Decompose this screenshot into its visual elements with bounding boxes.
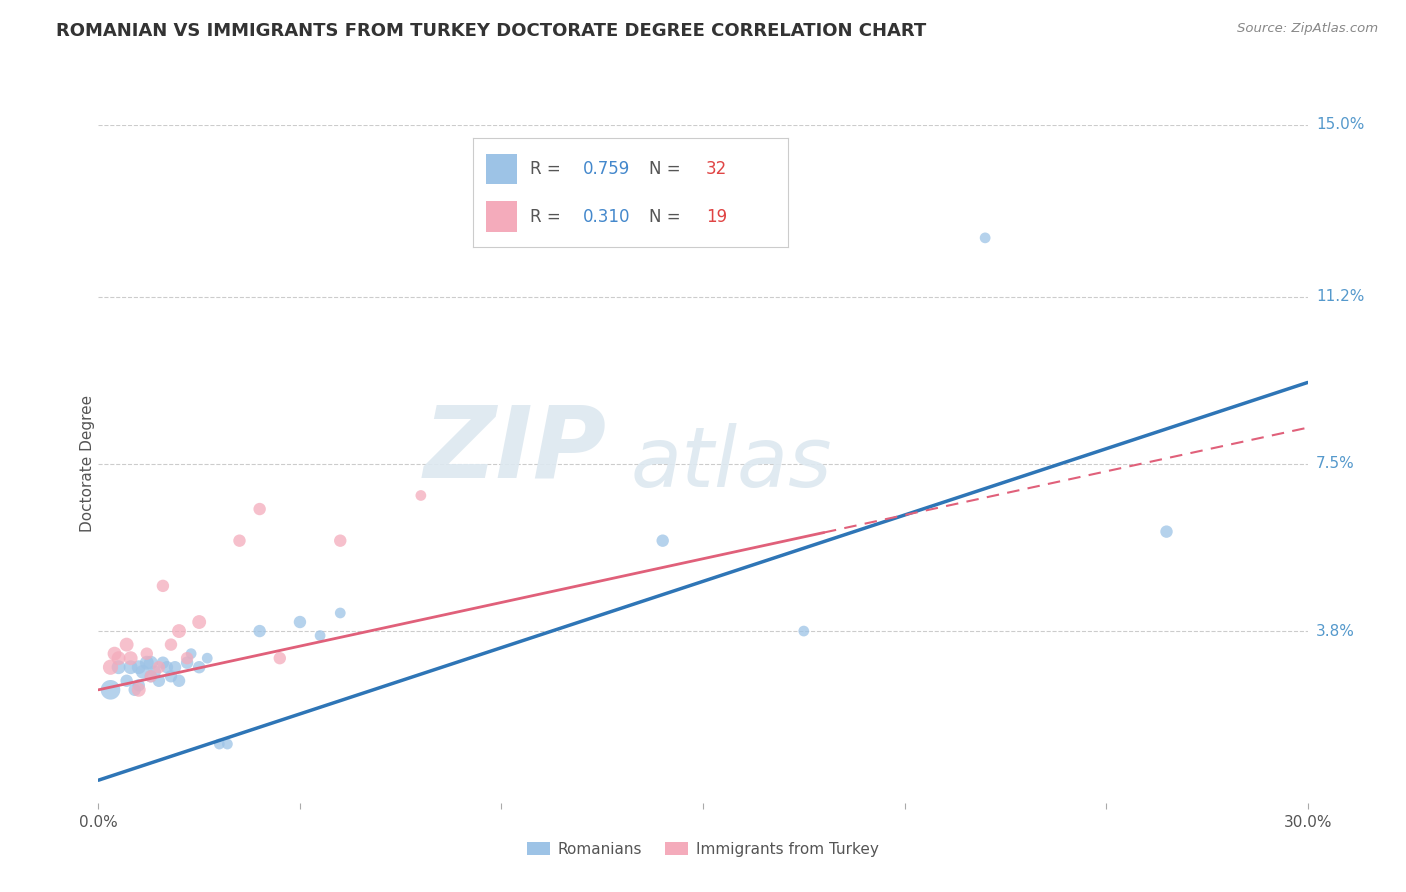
Point: [128, 660, 150, 674]
Point: [156, 660, 179, 674]
Point: [160, 669, 183, 683]
Point: [135, 647, 157, 661]
Text: 11.2%: 11.2%: [1316, 289, 1364, 304]
Point: [148, 660, 170, 674]
Point: [288, 615, 311, 629]
Point: [124, 682, 146, 697]
Point: [139, 656, 162, 670]
Point: [793, 624, 815, 638]
Point: [132, 665, 155, 679]
Y-axis label: Doctorate Degree: Doctorate Degree: [80, 395, 94, 533]
Point: [217, 737, 239, 751]
Text: 15.0%: 15.0%: [1316, 118, 1364, 132]
Point: [100, 660, 122, 674]
Text: Source: ZipAtlas.com: Source: ZipAtlas.com: [1237, 22, 1378, 36]
Point: [120, 660, 142, 674]
Point: [249, 624, 271, 638]
Point: [228, 533, 250, 548]
Text: ZIP: ZIP: [423, 401, 606, 499]
Point: [176, 656, 198, 670]
Point: [329, 533, 352, 548]
Point: [329, 606, 352, 620]
Text: ROMANIAN VS IMMIGRANTS FROM TURKEY DOCTORATE DEGREE CORRELATION CHART: ROMANIAN VS IMMIGRANTS FROM TURKEY DOCTO…: [56, 22, 927, 40]
Point: [1156, 524, 1178, 539]
Legend: Romanians, Immigrants from Turkey: Romanians, Immigrants from Turkey: [522, 836, 884, 863]
Point: [139, 669, 162, 683]
Point: [152, 656, 174, 670]
Text: 3.8%: 3.8%: [1316, 624, 1355, 639]
Point: [269, 651, 291, 665]
Point: [309, 629, 332, 643]
Point: [160, 638, 183, 652]
Point: [188, 615, 211, 629]
Point: [115, 638, 138, 652]
Point: [120, 651, 142, 665]
Point: [188, 660, 211, 674]
Point: [163, 660, 186, 674]
Point: [167, 624, 190, 638]
Point: [128, 678, 150, 692]
Point: [128, 682, 150, 697]
Point: [100, 682, 122, 697]
Point: [651, 533, 673, 548]
Point: [409, 488, 432, 502]
Point: [148, 673, 170, 688]
Point: [152, 579, 174, 593]
Point: [974, 231, 997, 245]
Point: [249, 502, 271, 516]
Point: [143, 665, 166, 679]
Point: [135, 656, 157, 670]
Point: [139, 669, 162, 683]
Text: atlas: atlas: [630, 424, 832, 504]
Text: 7.5%: 7.5%: [1316, 457, 1354, 471]
Point: [103, 647, 125, 661]
Point: [167, 673, 190, 688]
Point: [208, 737, 231, 751]
Point: [195, 651, 218, 665]
Point: [115, 673, 138, 688]
Point: [180, 647, 202, 661]
Point: [107, 660, 129, 674]
Point: [176, 651, 198, 665]
Point: [107, 651, 129, 665]
